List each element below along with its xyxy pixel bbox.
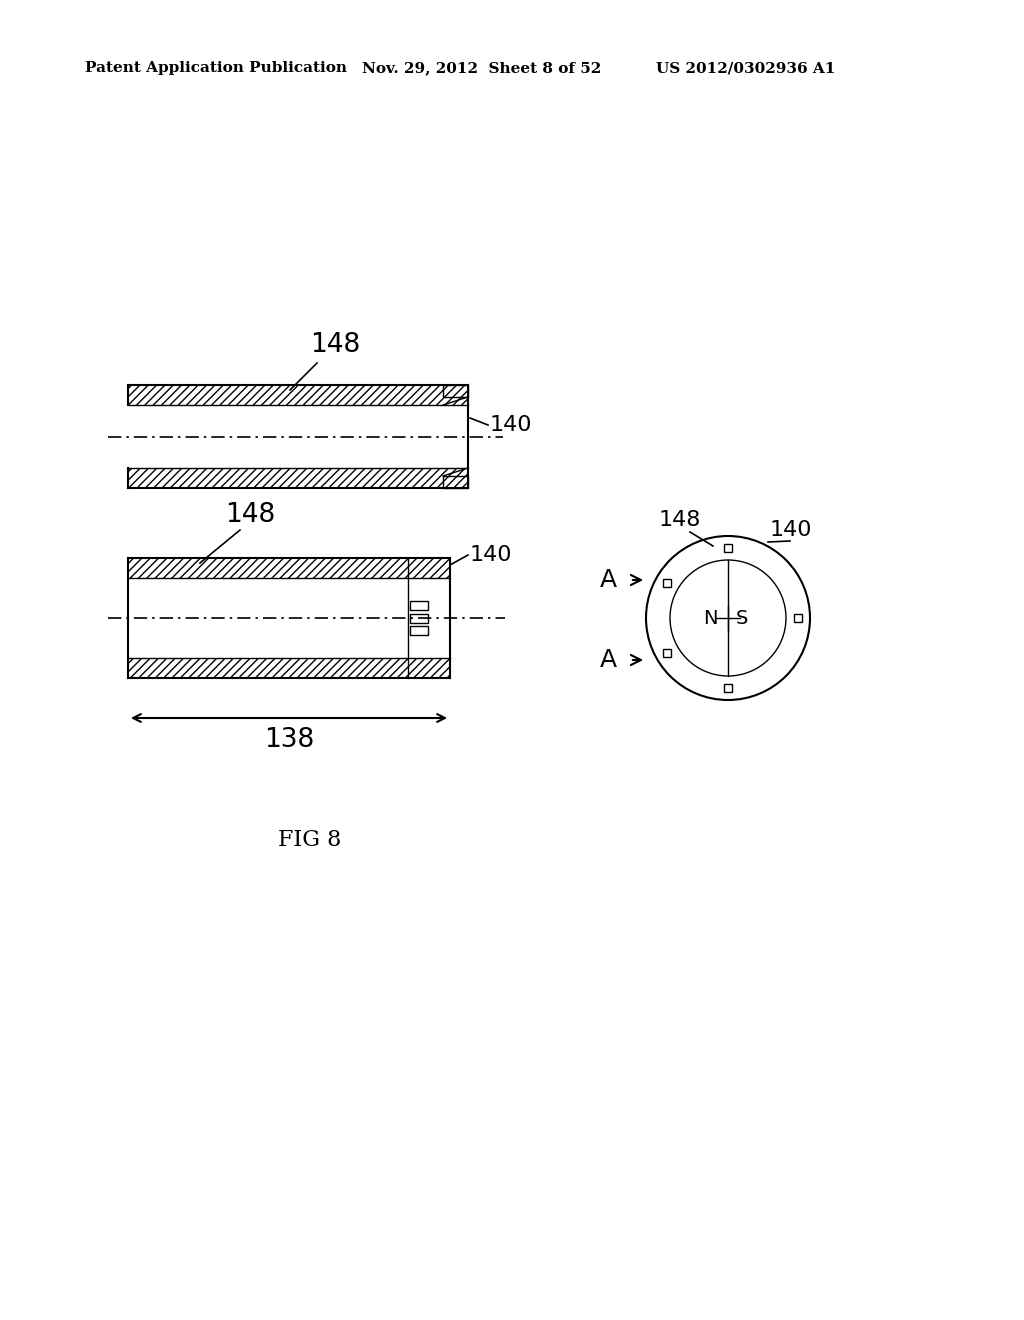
Bar (664, 579, 672, 587)
Bar (794, 614, 802, 622)
Text: 148: 148 (658, 510, 701, 531)
Text: Nov. 29, 2012  Sheet 8 of 52: Nov. 29, 2012 Sheet 8 of 52 (362, 61, 601, 75)
Bar (128, 657, 450, 678)
Circle shape (670, 560, 786, 676)
Text: US 2012/0302936 A1: US 2012/0302936 A1 (656, 61, 836, 75)
Bar (410, 614, 428, 623)
Bar (410, 601, 428, 610)
Text: Patent Application Publication: Patent Application Publication (85, 61, 347, 75)
Bar (724, 544, 732, 552)
Text: 148: 148 (310, 333, 360, 358)
Text: 140: 140 (470, 545, 512, 565)
Text: S: S (736, 609, 749, 627)
Bar (128, 385, 468, 405)
Bar (443, 477, 468, 488)
Circle shape (646, 536, 810, 700)
Bar (443, 385, 468, 397)
Bar (724, 684, 732, 692)
Text: N: N (702, 609, 717, 627)
Text: 138: 138 (264, 727, 314, 752)
Bar (664, 649, 672, 657)
Text: 140: 140 (490, 414, 532, 436)
Bar (128, 558, 450, 578)
Bar (410, 626, 428, 635)
Text: 148: 148 (225, 502, 275, 528)
Text: FIG 8: FIG 8 (279, 829, 342, 851)
Text: A: A (599, 568, 616, 591)
Text: 140: 140 (770, 520, 812, 540)
Bar (128, 469, 468, 488)
Text: A: A (599, 648, 616, 672)
